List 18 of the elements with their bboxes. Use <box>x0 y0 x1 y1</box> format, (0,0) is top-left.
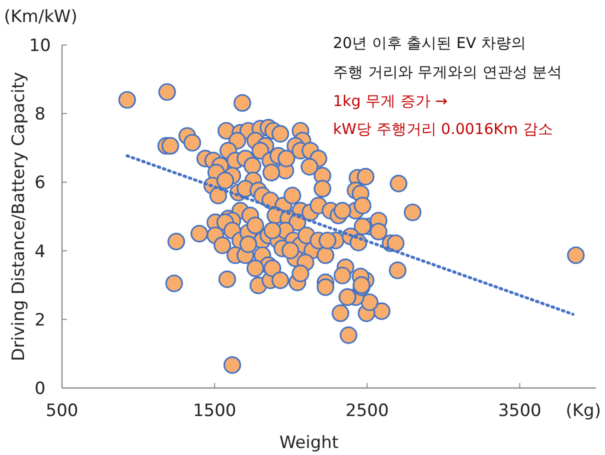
y-tick-label: 2 <box>34 310 46 330</box>
y-tick-label: 0 <box>34 378 46 399</box>
x-tick-label: 1500 <box>192 401 236 421</box>
y-tick-label: 10 <box>29 36 51 56</box>
annotation: kW당 주행거리 0.0016Km 감소 <box>333 120 553 138</box>
x-tick-label: 2500 <box>346 401 389 421</box>
x-tick-label: 500 <box>46 401 78 421</box>
x-axis-title: Weight <box>279 433 339 453</box>
chart-title: 20년 이후 출시된 EV 차량의 <box>333 34 526 52</box>
y-tick-label: 4 <box>34 242 46 262</box>
y-tick-label: 6 <box>34 173 46 194</box>
text: 주행 거리와 무게와의 연관성 분석 <box>333 63 562 81</box>
x-tick-label: 3500 <box>498 401 542 421</box>
text: (Km/kW) <box>4 7 78 27</box>
y-tick-label: 8 <box>34 104 46 125</box>
text: (Kg) <box>566 401 601 421</box>
annotation: 1kg 무게 증가 → <box>333 92 448 110</box>
y-axis-title: Driving Distance/Battery Capacity <box>9 72 29 362</box>
